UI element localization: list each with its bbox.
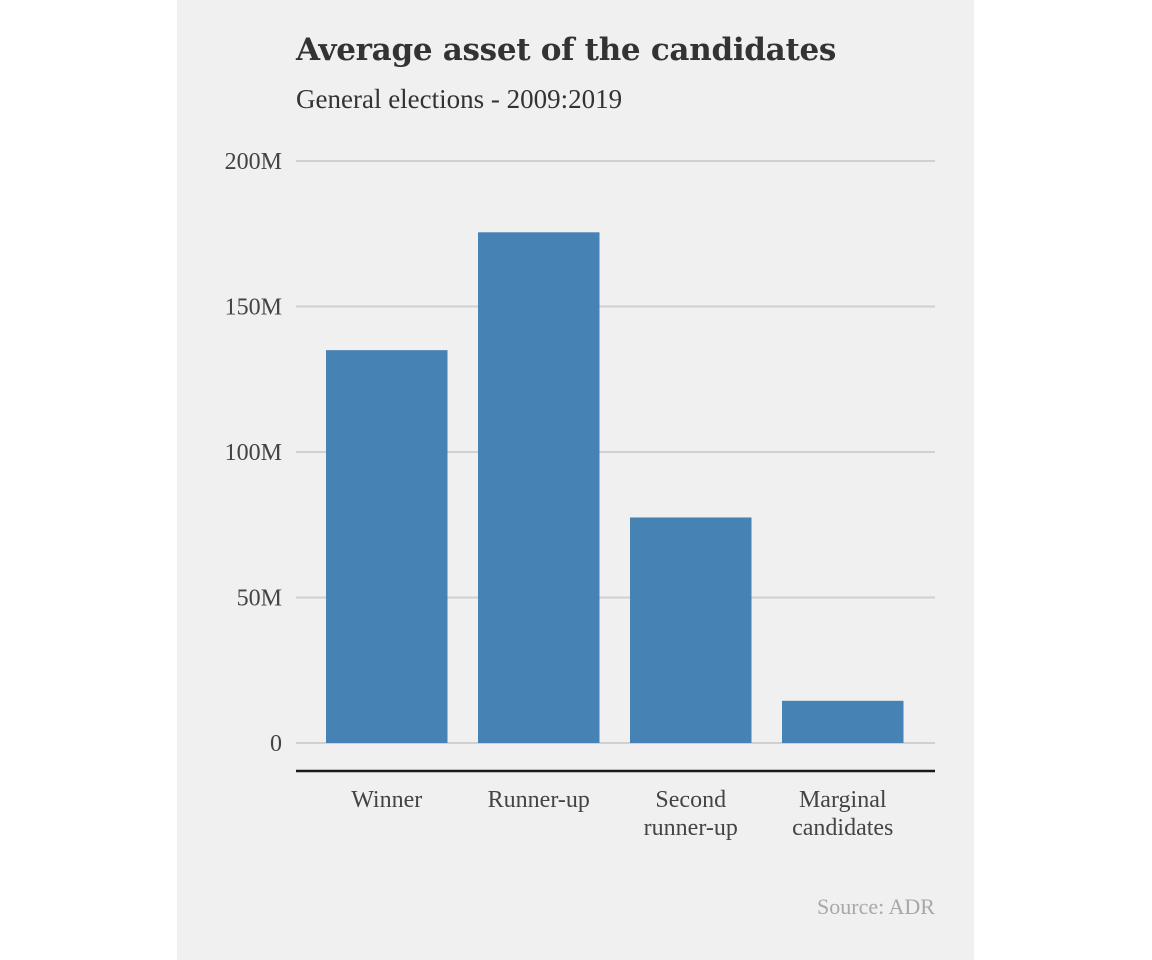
x-tick-label: Runner-up: [488, 787, 590, 813]
y-tick-label: 100M: [225, 440, 282, 466]
y-tick-label: 150M: [225, 295, 282, 321]
y-tick-label: 200M: [225, 149, 282, 175]
x-tick-label: Marginal candidates: [792, 787, 893, 841]
y-axis-ticks: 0 50M 100M 150M 200M: [225, 149, 282, 757]
bar: [326, 350, 448, 743]
bars: [326, 232, 904, 744]
y-tick-label: 0: [270, 731, 282, 757]
chart-subtitle: General elections - 2009:2019: [296, 84, 623, 114]
source-note: Source: ADR: [817, 894, 935, 919]
bar: [630, 517, 752, 743]
x-tick-label: Second runner-up: [644, 787, 738, 841]
chart-title: Average asset of the candidates: [296, 32, 837, 68]
x-tick-label: Winner: [351, 787, 422, 813]
bar: [478, 232, 600, 744]
x-axis-ticks: Winner Runner-up Second runner-up Marginal ca…: [351, 787, 893, 841]
bar: [782, 700, 904, 743]
y-tick-label: 50M: [237, 586, 282, 612]
